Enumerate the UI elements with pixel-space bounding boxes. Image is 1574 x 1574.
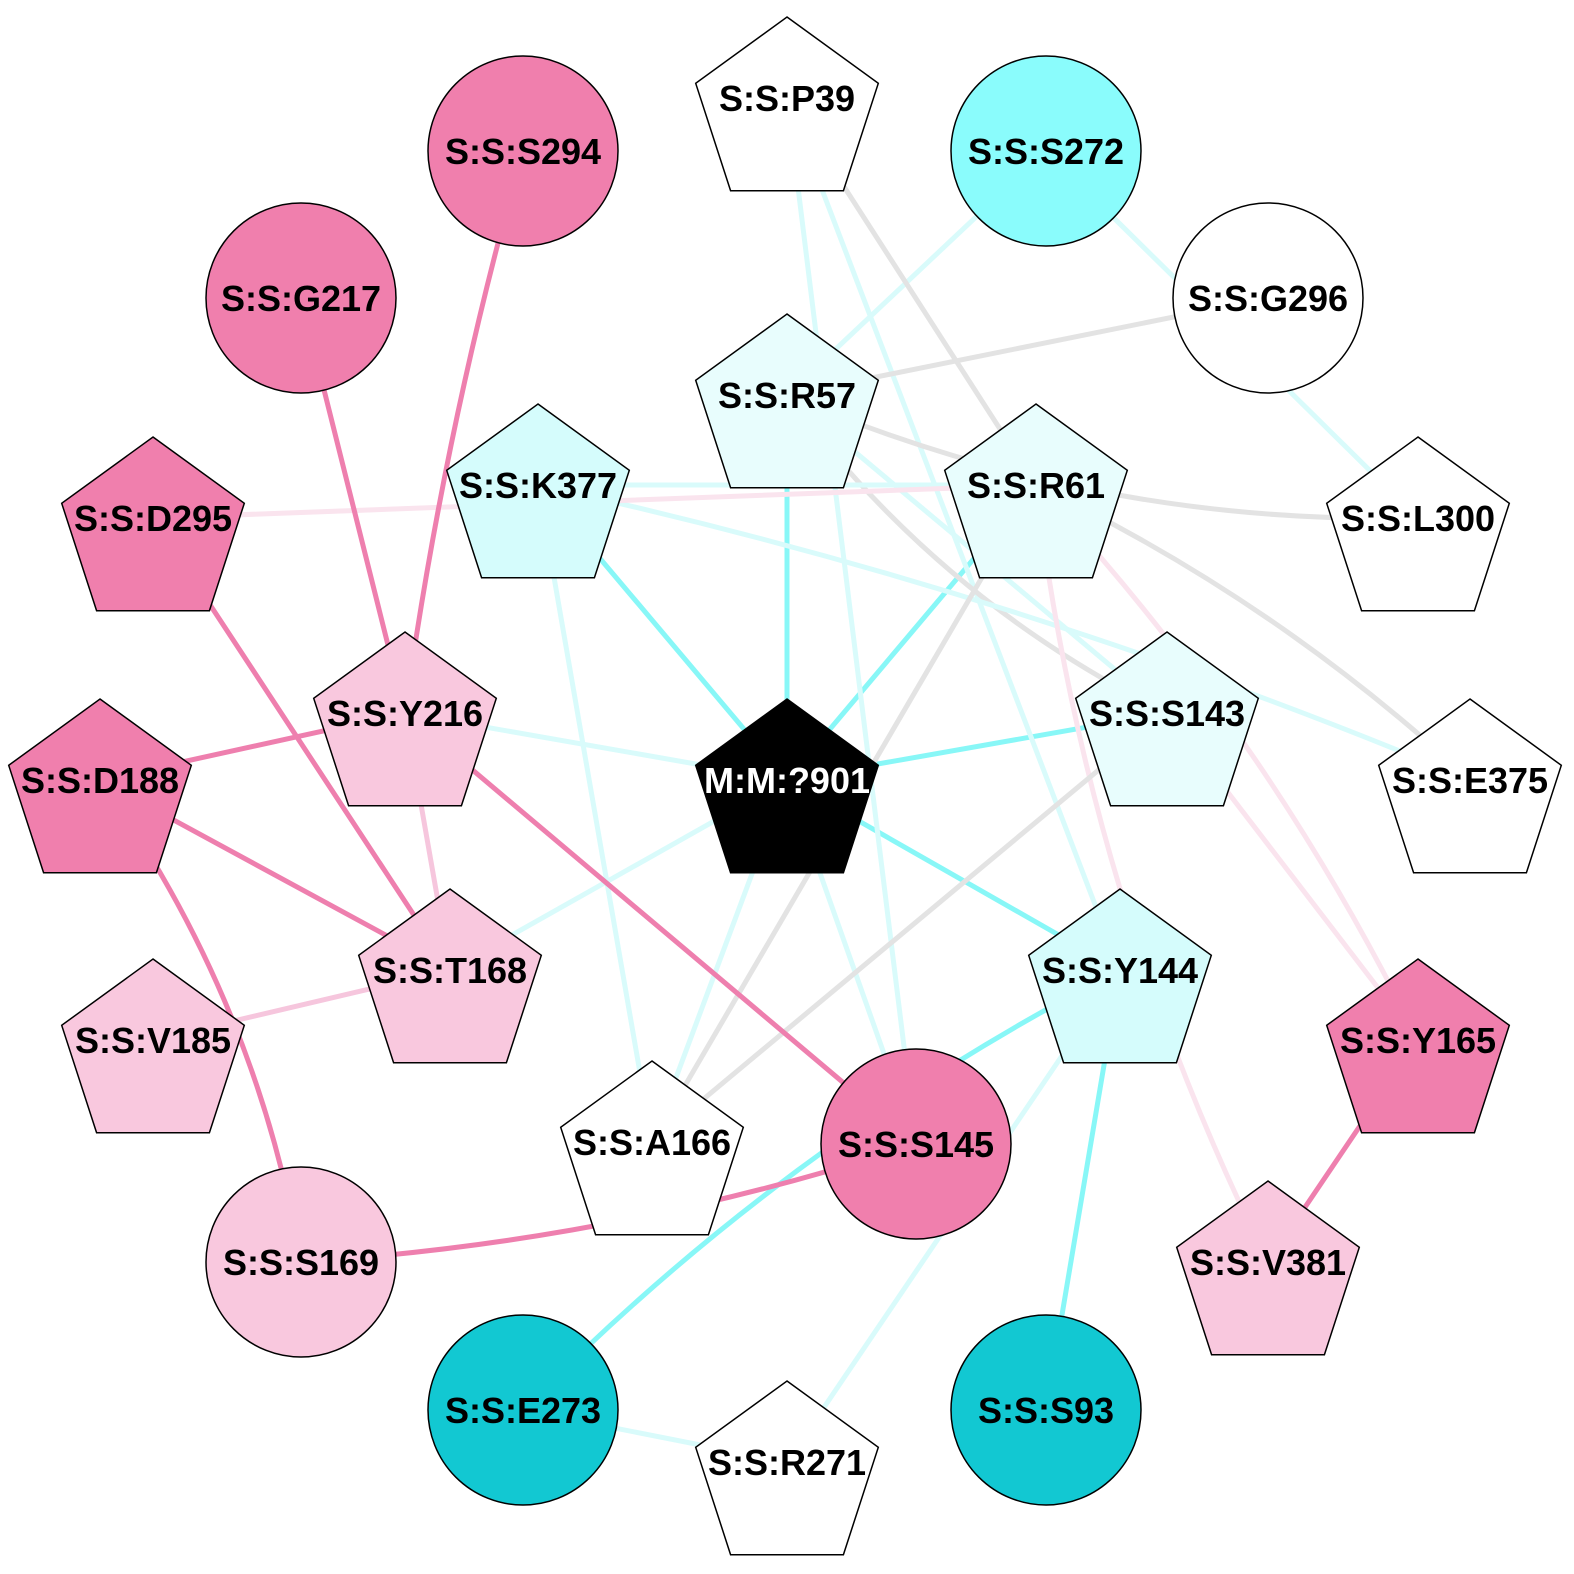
- node-s-s-a166[interactable]: S:S:A166: [559, 1060, 745, 1236]
- node-s-s-p39[interactable]: S:S:P39: [694, 16, 880, 192]
- node-label: S:S:L300: [1341, 498, 1495, 539]
- edge-s-s-y144-to-s-s-e273: [520, 967, 1123, 1413]
- node-s-s-s93[interactable]: S:S:S93: [950, 1314, 1142, 1506]
- node-label: S:S:S143: [1089, 693, 1245, 734]
- node-pentagon: [7, 698, 193, 874]
- node-pentagon: [694, 698, 880, 874]
- node-circle: [950, 1314, 1142, 1506]
- node-circle: [950, 55, 1142, 247]
- node-s-s-r61[interactable]: S:S:R61: [943, 403, 1129, 579]
- node-pentagon: [1325, 436, 1511, 612]
- node-circle: [1172, 202, 1364, 394]
- node-pentagon: [559, 1060, 745, 1236]
- node-s-s-v381[interactable]: S:S:V381: [1175, 1180, 1361, 1356]
- node-s-s-d295[interactable]: S:S:D295: [60, 436, 246, 612]
- node-s-s-g296[interactable]: S:S:G296: [1172, 202, 1364, 394]
- node-pentagon: [694, 1380, 880, 1556]
- node-label: S:S:K377: [459, 465, 617, 506]
- edge-s-s-r61-to-s-s-v381: [1033, 482, 1271, 1265]
- node-label: S:S:D188: [21, 760, 179, 801]
- node-label: S:S:Y144: [1042, 950, 1198, 991]
- node-pentagon: [1325, 958, 1511, 1134]
- node-pentagon: [694, 313, 880, 489]
- node-circle: [205, 202, 397, 394]
- node-label: S:S:R61: [967, 465, 1105, 506]
- node-label: S:S:S145: [838, 1124, 994, 1165]
- node-label: S:S:G296: [1188, 278, 1348, 319]
- edge-s-s-s143-to-s-s-a166: [649, 710, 1170, 1145]
- node-s-s-s294[interactable]: S:S:S294: [427, 55, 619, 247]
- node-s-s-y165[interactable]: S:S:Y165: [1325, 958, 1511, 1134]
- node-pentagon: [943, 403, 1129, 579]
- edge-s-s-y216-to-s-s-s145: [402, 710, 919, 1147]
- node-pentagon: [445, 403, 631, 579]
- node-s-s-v185[interactable]: S:S:V185: [60, 958, 246, 1134]
- node-label: S:S:E375: [1392, 760, 1548, 801]
- node-s-s-r57[interactable]: S:S:R57: [694, 313, 880, 489]
- node-s-s-s145[interactable]: S:S:S145: [820, 1048, 1012, 1240]
- node-label: S:S:V381: [1190, 1242, 1346, 1283]
- node-label: S:S:D295: [74, 498, 232, 539]
- node-label: M:M:?901: [704, 760, 870, 801]
- node-s-s-t168[interactable]: S:S:T168: [357, 888, 543, 1064]
- node-pentagon: [357, 888, 543, 1064]
- node-s-s-g217[interactable]: S:S:G217: [205, 202, 397, 394]
- node-pentagon: [60, 958, 246, 1134]
- node-label: S:S:S169: [223, 1242, 379, 1283]
- node-s-s-y144[interactable]: S:S:Y144: [1027, 888, 1213, 1064]
- node-circle: [820, 1048, 1012, 1240]
- node-label: S:S:S272: [968, 131, 1124, 172]
- node-pentagon: [1027, 888, 1213, 1064]
- node-label: S:S:S93: [978, 1390, 1114, 1431]
- node-m-m-901[interactable]: M:M:?901: [694, 698, 880, 874]
- node-label: S:S:Y216: [327, 693, 483, 734]
- node-pentagon: [694, 16, 880, 192]
- node-label: S:S:Y165: [1340, 1020, 1496, 1061]
- node-label: S:S:E273: [445, 1390, 601, 1431]
- node-pentagon: [1074, 631, 1260, 807]
- node-circle: [427, 1314, 619, 1506]
- node-s-s-s169[interactable]: S:S:S169: [205, 1166, 397, 1358]
- edge-s-s-k377-to-s-s-a166: [535, 482, 655, 1145]
- edge-s-s-p39-to-s-s-s145: [784, 95, 919, 1147]
- node-s-s-r271[interactable]: S:S:R271: [694, 1380, 880, 1556]
- node-label: S:S:P39: [719, 78, 855, 119]
- node-pentagon: [1377, 698, 1563, 874]
- node-pentagon: [312, 631, 498, 807]
- node-s-s-s143[interactable]: S:S:S143: [1074, 631, 1260, 807]
- node-s-s-d188[interactable]: S:S:D188: [7, 698, 193, 874]
- node-label: S:S:R57: [718, 375, 856, 416]
- node-s-s-e273[interactable]: S:S:E273: [427, 1314, 619, 1506]
- node-s-s-y216[interactable]: S:S:Y216: [312, 631, 498, 807]
- node-pentagon: [60, 436, 246, 612]
- node-circle: [205, 1166, 397, 1358]
- edge-s-s-k377-to-s-s-e375: [535, 482, 1473, 783]
- node-label: S:S:S294: [445, 131, 601, 172]
- node-label: S:S:R271: [708, 1442, 866, 1483]
- node-label: S:S:A166: [573, 1122, 731, 1163]
- edge-s-s-r61-to-s-s-y165: [1033, 482, 1421, 1043]
- node-label: S:S:G217: [221, 278, 381, 319]
- node-s-s-e375[interactable]: S:S:E375: [1377, 698, 1563, 874]
- node-circle: [427, 55, 619, 247]
- node-pentagon: [1175, 1180, 1361, 1356]
- node-s-s-l300[interactable]: S:S:L300: [1325, 436, 1511, 612]
- node-label: S:S:T168: [373, 950, 527, 991]
- nodes-layer: M:M:?901 S:S:P39 S:S:S294 S:S:S272 S:S:G217 S…: [7, 16, 1563, 1556]
- node-s-s-s272[interactable]: S:S:S272: [950, 55, 1142, 247]
- node-label: S:S:V185: [75, 1020, 231, 1061]
- node-s-s-k377[interactable]: S:S:K377: [445, 403, 631, 579]
